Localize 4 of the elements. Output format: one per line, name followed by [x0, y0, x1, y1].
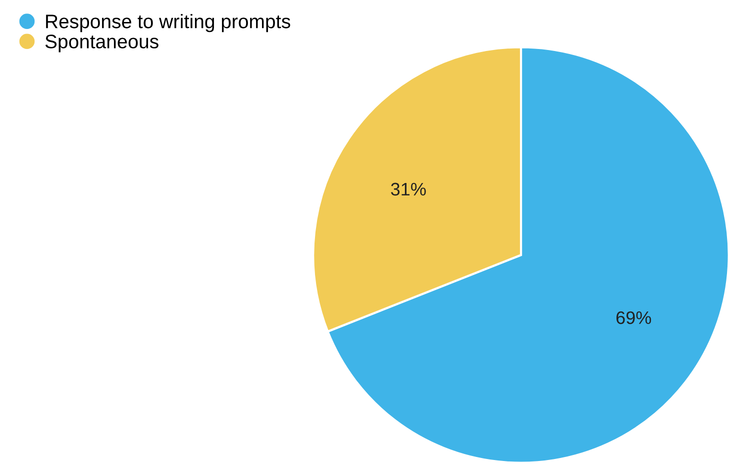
legend-label: Spontaneous	[45, 34, 158, 52]
data-label: 69%	[616, 311, 652, 324]
legend-label: Response to writing prompts	[46, 14, 290, 32]
data-label: 31%	[391, 182, 426, 196]
